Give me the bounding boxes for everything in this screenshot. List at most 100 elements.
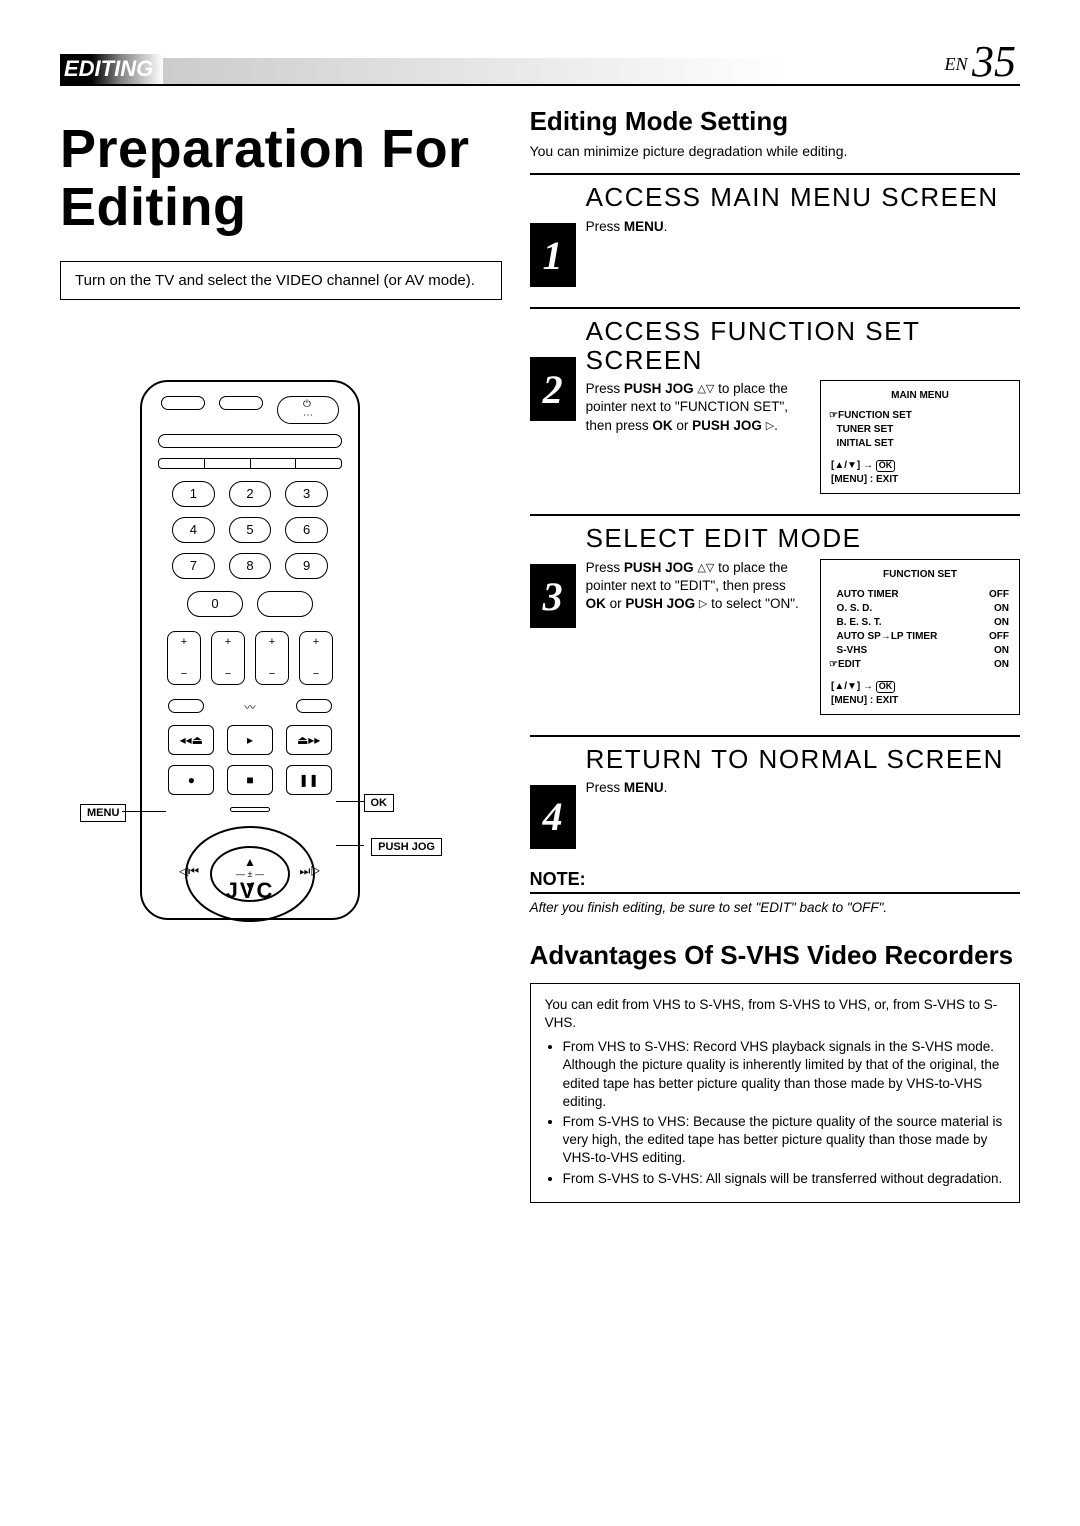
step-text: Press PUSH JOG △▽ to place the pointer n… xyxy=(586,380,806,435)
rocker-button: +− xyxy=(211,631,245,685)
jog-dial: ▲— ± —▼ ◁⏮ ⏭▷ xyxy=(185,824,315,862)
osd-row: INITIAL SET xyxy=(831,437,1009,451)
digit-9: 9 xyxy=(285,553,328,579)
digit-2: 2 xyxy=(229,481,272,507)
inset-instruction: Turn on the TV and select the VIDEO chan… xyxy=(60,261,502,300)
osd-row: ☞EDIT ON xyxy=(831,658,1009,672)
osd-value: ON xyxy=(994,644,1009,658)
section-label: EDITING xyxy=(60,54,163,84)
remote-button xyxy=(161,396,205,410)
remote-button xyxy=(168,699,204,713)
step: 2ACCESS FUNCTION SET SCREEN Press PUSH JO… xyxy=(530,307,1020,494)
note-text: After you finish editing, be sure to set… xyxy=(530,900,1020,915)
remote-button-strip xyxy=(158,458,342,469)
right-jog-icon: ⏭▷ xyxy=(299,864,321,879)
osd-row: ☞FUNCTION SET xyxy=(831,409,1009,423)
osd-label: B. E. S. T. xyxy=(831,616,882,630)
osd-label: ☞FUNCTION SET xyxy=(831,409,912,423)
advantages-item: From S-VHS to S-VHS: All signals will be… xyxy=(563,1170,1005,1188)
up-arrow-icon: ▲ xyxy=(244,855,256,869)
header-gradient xyxy=(163,58,944,84)
callout-line xyxy=(336,845,364,846)
power-button-icon: ⏻⋯ xyxy=(277,396,339,424)
osd-label: TUNER SET xyxy=(831,423,893,437)
step-heading: SELECT EDIT MODE xyxy=(586,524,1020,553)
step: 3 SELECT EDIT MODE Press PUSH JOG △▽ to pl… xyxy=(530,514,1020,715)
osd-row: AUTO TIMER OFF xyxy=(831,588,1009,602)
rocker-button: +− xyxy=(167,631,201,685)
digit-0: 0 xyxy=(187,591,243,617)
right-column: Editing Mode Setting You can minimize pi… xyxy=(530,106,1020,1203)
osd-row: B. E. S. T. ON xyxy=(831,616,1009,630)
rocker-button: +− xyxy=(255,631,289,685)
left-jog-icon: ◁⏮ xyxy=(179,864,199,879)
page-number: EN 35 xyxy=(944,40,1020,84)
advantages-box: You can edit from VHS to S-VHS, from S-V… xyxy=(530,983,1020,1203)
step-text: Press PUSH JOG △▽ to place the pointer n… xyxy=(586,559,806,614)
osd-label: INITIAL SET xyxy=(831,437,894,451)
osd-row: O. S. D. ON xyxy=(831,602,1009,616)
step-number: 1 xyxy=(530,223,576,287)
digit-8: 8 xyxy=(229,553,272,579)
digit-4: 4 xyxy=(172,517,215,543)
osd-title: FUNCTION SET xyxy=(831,568,1009,582)
osd-footer: [▲/▼] → OK[MENU] : EXIT xyxy=(831,459,1009,487)
callout-push-jog: PUSH JOG xyxy=(371,838,442,856)
remote-button xyxy=(158,434,342,448)
advantages-title: Advantages Of S-VHS Video Recorders xyxy=(530,941,1020,971)
rocker-button: +− xyxy=(299,631,333,685)
step-number: 4 xyxy=(530,785,576,849)
step-number: 2 xyxy=(530,357,576,421)
step-number: 3 xyxy=(530,564,576,628)
digit-5: 5 xyxy=(229,517,272,543)
left-column: Preparation For Editing Turn on the TV a… xyxy=(60,106,502,1203)
remote-icon: 〰 xyxy=(232,699,268,715)
step: 1 ACCESS MAIN MENU SCREEN Press MENU. xyxy=(530,173,1020,287)
osd-label: AUTO SP→LP TIMER xyxy=(831,630,937,644)
osd-value: ON xyxy=(994,602,1009,616)
stop-button-icon: ■ xyxy=(227,765,273,795)
callout-line xyxy=(336,801,364,802)
osd-row: TUNER SET xyxy=(831,423,1009,437)
step-text: Press MENU. xyxy=(586,218,1020,236)
osd-screen: MAIN MENU ☞FUNCTION SET TUNER SET INITIAL… xyxy=(820,380,1020,494)
step-heading: ACCESS MAIN MENU SCREEN xyxy=(586,183,1020,212)
osd-screen: FUNCTION SET AUTO TIMER OFF O. S. D. ON B.… xyxy=(820,559,1020,715)
remote-button xyxy=(230,807,270,812)
main-title: Preparation For Editing xyxy=(60,120,502,237)
osd-label: O. S. D. xyxy=(831,602,872,616)
osd-value: ON xyxy=(994,658,1009,672)
osd-value: ON xyxy=(994,616,1009,630)
remote-illustration: ⏻⋯ 123 456 789 0 +− +− +− +− 〰 ◂◂⏏ xyxy=(140,380,360,920)
step-heading: ACCESS FUNCTION SET SCREEN xyxy=(586,317,1020,374)
osd-title: MAIN MENU xyxy=(831,389,1009,403)
osd-row: S-VHSON xyxy=(831,644,1009,658)
step-heading: RETURN TO NORMAL SCREEN xyxy=(586,745,1020,774)
advantages-item: From S-VHS to VHS: Because the picture q… xyxy=(563,1113,1005,1168)
advantages-list: From VHS to S-VHS: Record VHS playback s… xyxy=(545,1038,1005,1188)
advantages-item: From VHS to S-VHS: Record VHS playback s… xyxy=(563,1038,1005,1111)
callout-menu: MENU xyxy=(80,804,126,822)
page-header: EDITING EN 35 xyxy=(60,40,1020,86)
osd-value: OFF xyxy=(989,588,1009,602)
callout-ok: OK xyxy=(364,794,395,812)
mode-title: Editing Mode Setting xyxy=(530,106,1020,137)
osd-label: ☞EDIT xyxy=(831,658,861,672)
play-button-icon: ▸ xyxy=(227,725,273,755)
osd-label: AUTO TIMER xyxy=(831,588,899,602)
page-no-digits: 35 xyxy=(972,37,1016,86)
fforward-button-icon: ⏏▸▸ xyxy=(286,725,332,755)
step-text: Press MENU. xyxy=(586,779,1020,797)
advantages-intro: You can edit from VHS to S-VHS, from S-V… xyxy=(545,996,1005,1032)
note-heading: NOTE: xyxy=(530,869,1020,894)
remote-button xyxy=(219,396,263,410)
record-button-icon: ● xyxy=(168,765,214,795)
rewind-button-icon: ◂◂⏏ xyxy=(168,725,214,755)
digit-6: 6 xyxy=(285,517,328,543)
remote-button xyxy=(296,699,332,713)
step: 4 RETURN TO NORMAL SCREEN Press MENU. xyxy=(530,735,1020,849)
mode-subtitle: You can minimize picture degradation whi… xyxy=(530,143,1020,159)
pause-button-icon: ❚❚ xyxy=(286,765,332,795)
digit-3: 3 xyxy=(285,481,328,507)
down-arrow-icon: ▼ xyxy=(244,879,256,893)
